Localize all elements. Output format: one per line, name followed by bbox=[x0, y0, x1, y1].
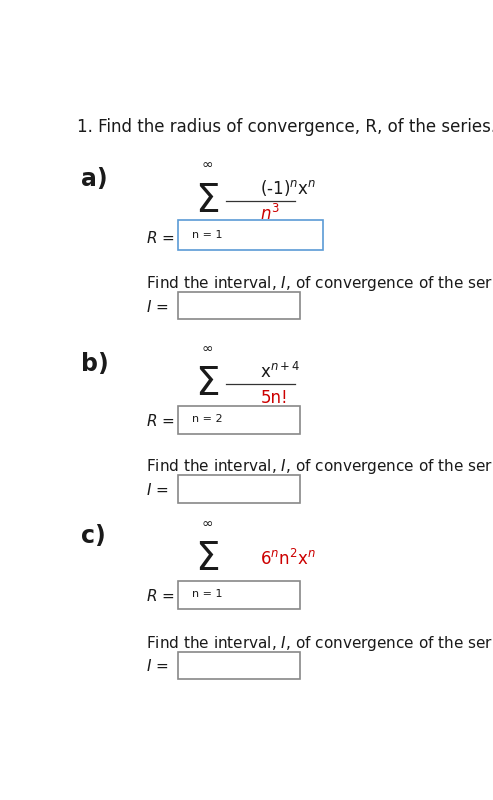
Text: $R$ =: $R$ = bbox=[146, 414, 175, 430]
Text: c): c) bbox=[81, 524, 106, 548]
Text: x$^{n+4}$: x$^{n+4}$ bbox=[260, 362, 301, 382]
Text: Find the interval, $I$, of convergence of the series.: Find the interval, $I$, of convergence o… bbox=[146, 458, 493, 476]
FancyBboxPatch shape bbox=[178, 406, 300, 434]
Text: 5n!: 5n! bbox=[260, 389, 288, 407]
FancyBboxPatch shape bbox=[178, 652, 300, 678]
Text: 6$^n$n$^2$x$^n$: 6$^n$n$^2$x$^n$ bbox=[260, 549, 316, 570]
Text: n = 1: n = 1 bbox=[192, 589, 222, 598]
Text: n = 1: n = 1 bbox=[192, 230, 222, 240]
Text: $\infty$: $\infty$ bbox=[201, 157, 213, 171]
Text: $\Sigma$: $\Sigma$ bbox=[195, 366, 219, 403]
Text: $n^3$: $n^3$ bbox=[260, 204, 280, 224]
Text: Find the interval, $I$, of convergence of the series.: Find the interval, $I$, of convergence o… bbox=[146, 634, 493, 653]
Text: $I$ =: $I$ = bbox=[146, 482, 168, 498]
FancyBboxPatch shape bbox=[178, 292, 300, 319]
FancyBboxPatch shape bbox=[178, 221, 323, 250]
Text: $R$ =: $R$ = bbox=[146, 588, 175, 604]
Text: 1. Find the radius of convergence, R, of the series.: 1. Find the radius of convergence, R, of… bbox=[77, 118, 493, 135]
Text: n = 2: n = 2 bbox=[191, 414, 222, 424]
Text: $\infty$: $\infty$ bbox=[201, 341, 213, 354]
Text: $I$ =: $I$ = bbox=[146, 298, 168, 314]
Text: $I$ =: $I$ = bbox=[146, 658, 168, 674]
Text: Find the interval, $I$, of convergence of the series.: Find the interval, $I$, of convergence o… bbox=[146, 274, 493, 294]
Text: $\Sigma$: $\Sigma$ bbox=[195, 540, 219, 578]
FancyBboxPatch shape bbox=[178, 582, 300, 609]
Text: $\Sigma$: $\Sigma$ bbox=[195, 182, 219, 220]
Text: $\infty$: $\infty$ bbox=[201, 516, 213, 530]
Text: a): a) bbox=[81, 167, 107, 191]
Text: b): b) bbox=[81, 352, 108, 376]
Text: (-1)$^n$x$^n$: (-1)$^n$x$^n$ bbox=[260, 178, 317, 198]
FancyBboxPatch shape bbox=[178, 475, 300, 502]
Text: $R$ =: $R$ = bbox=[146, 230, 175, 246]
